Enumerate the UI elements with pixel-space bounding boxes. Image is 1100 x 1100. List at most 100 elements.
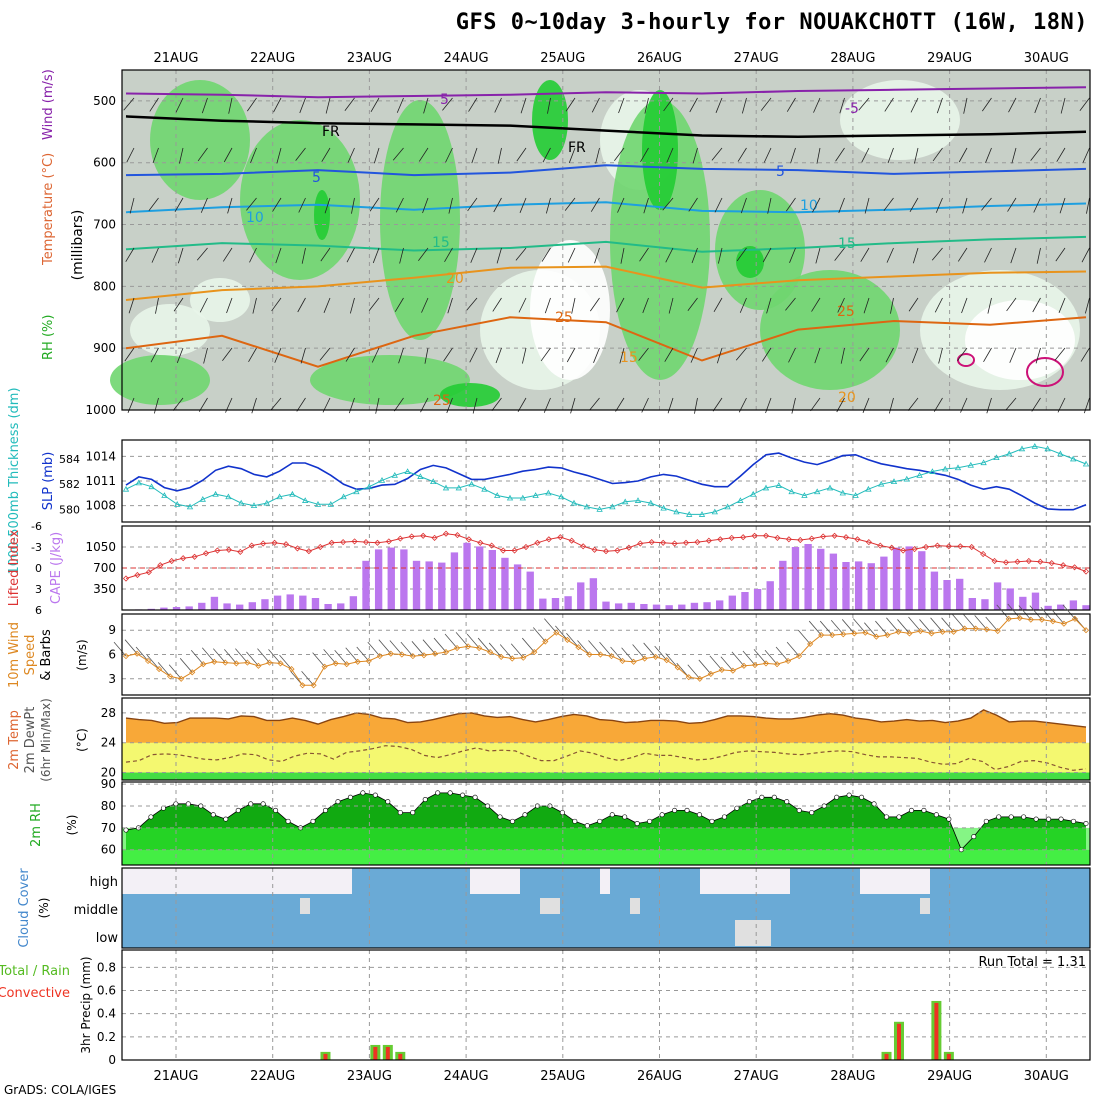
rh-region	[150, 80, 250, 200]
slp-tick-label: 1014	[85, 449, 116, 463]
date-label-top: 27AUG	[734, 51, 779, 66]
cape-bar	[311, 598, 320, 610]
wind-barb	[1056, 147, 1066, 162]
cape-bar	[981, 599, 989, 610]
wind-barb	[455, 632, 469, 647]
wind-barb	[295, 147, 306, 161]
wind-barb	[591, 97, 600, 113]
wind-barb	[541, 247, 551, 262]
wind-barb	[981, 197, 992, 211]
wind-barb	[124, 639, 138, 654]
wind-barb	[885, 347, 894, 363]
wind-barb	[444, 247, 453, 263]
wind-barb	[736, 247, 747, 262]
wind-barb	[351, 197, 355, 214]
rh2m-marker	[360, 790, 366, 796]
rh2m-axis-label: 2m RH	[29, 803, 44, 847]
wind-axis-label: Wind (m/s)	[41, 69, 56, 140]
wind-barb	[812, 197, 821, 213]
cloud-middle-gap	[300, 898, 310, 914]
wind-barb	[766, 297, 772, 314]
wind-barb	[593, 347, 600, 363]
cape-bar	[160, 607, 168, 610]
wind-speed-marker	[310, 682, 317, 689]
wind-barb	[908, 616, 921, 632]
wind-barb	[323, 297, 331, 313]
wind-barb	[179, 147, 184, 164]
lifted-index-marker	[214, 547, 221, 554]
wind-barb	[914, 147, 919, 164]
pressure-tick-label: 500	[93, 94, 116, 108]
wind-barb	[1055, 247, 1066, 262]
wind-barb	[720, 656, 734, 671]
wind-barb	[168, 664, 182, 680]
rh2m-marker	[372, 792, 378, 798]
slp-tick-label: 1011	[85, 474, 116, 488]
wind-barb	[834, 247, 845, 261]
rh2m-marker	[834, 794, 840, 800]
wind-barb	[664, 347, 674, 362]
wind-barb	[571, 297, 576, 314]
rh2m-marker	[584, 823, 590, 829]
lifted-index-marker	[260, 540, 267, 547]
wind-speed-marker	[354, 658, 361, 665]
rh2m-marker	[809, 810, 815, 816]
wind-barb	[299, 97, 306, 114]
rh2m-marker	[709, 818, 715, 824]
cloud-high-segment	[520, 868, 600, 894]
rh2m-marker	[322, 807, 328, 813]
cape-bar	[286, 594, 294, 610]
thickness-marker	[468, 480, 475, 487]
cape-bar	[1069, 600, 1078, 610]
rh-region	[310, 355, 470, 405]
cape-bar	[918, 551, 926, 610]
wind-barb	[819, 620, 833, 636]
wind-barb	[875, 620, 888, 636]
wind-barb	[859, 347, 870, 362]
wind-barb	[838, 197, 845, 214]
wind-barb	[714, 197, 723, 213]
wind-barb	[962, 197, 968, 214]
wind-barb	[974, 615, 987, 630]
cloud-middle-gap	[540, 898, 560, 914]
wind-barb	[589, 297, 600, 312]
wind-barb	[235, 648, 248, 663]
wind-barb	[1030, 147, 1041, 161]
contour-label: 20	[838, 390, 856, 406]
cloud-high-segment	[352, 868, 470, 894]
date-label-top: 23AUG	[347, 51, 392, 66]
rh2m-marker	[647, 818, 653, 824]
contour-label: 25	[837, 304, 855, 320]
wind-barb	[984, 247, 992, 263]
lifted-index-marker	[968, 543, 975, 551]
wind-barb	[753, 649, 767, 664]
wind-barb	[545, 197, 551, 214]
cape-bar	[526, 571, 534, 610]
wind-barb	[320, 247, 331, 262]
rh2m-marker	[859, 794, 865, 800]
lifted-index-line	[125, 533, 1087, 579]
wind-barb	[272, 197, 282, 212]
wind-barb	[496, 247, 502, 264]
cape-bar	[501, 557, 509, 610]
cape-bar	[753, 589, 762, 610]
rh2m-marker	[235, 807, 241, 813]
wind-speed-marker	[641, 655, 648, 662]
wind-barb	[252, 297, 257, 314]
wind-barb	[938, 347, 943, 364]
lifted-index-axis-label: Lifted Index	[7, 529, 22, 606]
wind-barb	[298, 197, 306, 213]
wind-barb	[996, 604, 1010, 620]
wind-speed-marker	[509, 655, 516, 662]
wind-tick-label: 3	[108, 672, 116, 686]
lifted-index-marker	[1025, 557, 1032, 565]
wind-speed-marker	[818, 631, 825, 639]
cape-bar	[564, 596, 572, 610]
wind-barb	[1080, 347, 1090, 362]
rh-axis-label: RH (%)	[41, 315, 56, 360]
cloud-mid-low-fill	[122, 894, 1090, 948]
rh2m-marker	[759, 794, 765, 800]
wind-barb	[741, 97, 747, 114]
rh-region	[840, 80, 960, 160]
cape-bar	[956, 578, 964, 610]
